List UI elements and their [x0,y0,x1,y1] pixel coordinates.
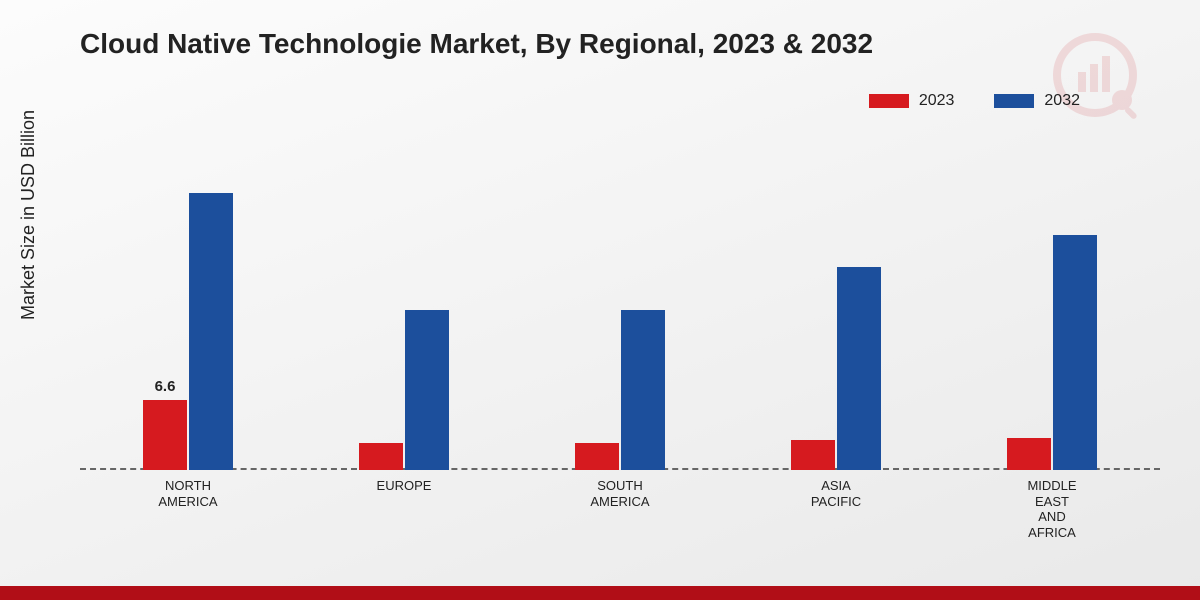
chart-page: { "title": "Cloud Native Technologie Mar… [0,0,1200,600]
category-label-1: EUROPE [324,478,484,494]
legend-swatch-2032 [994,94,1034,108]
category-label-0: NORTH AMERICA [108,478,268,509]
category-label-3: ASIA PACIFIC [756,478,916,509]
legend-label-2032: 2032 [1044,92,1080,110]
bar-2023-0: 6.6 [143,400,187,470]
legend: 2023 2032 [869,92,1080,110]
legend-item-2032: 2032 [994,92,1080,110]
legend-swatch-2023 [869,94,909,108]
chart-title: Cloud Native Technologie Market, By Regi… [80,28,873,60]
bar-2032-3 [837,267,881,470]
category-label-2: SOUTH AMERICA [540,478,700,509]
bar-group-0: 6.6 [108,193,268,470]
bar-2023-3 [791,440,835,470]
y-axis-label: Market Size in USD Billion [18,110,39,320]
bar-2023-4 [1007,438,1051,470]
bar-group-1 [324,310,484,470]
bar-group-2 [540,310,700,470]
legend-label-2023: 2023 [919,92,955,110]
bar-2032-4 [1053,235,1097,470]
bar-2032-1 [405,310,449,470]
bar-group-4 [972,235,1132,470]
bar-2032-0 [189,193,233,470]
bar-value-label-0: 6.6 [155,378,176,395]
category-label-4: MIDDLE EAST AND AFRICA [972,478,1132,540]
bar-2032-2 [621,310,665,470]
plot-area: 6.6 [80,150,1160,470]
footer-accent-bar [0,586,1200,600]
bar-group-3 [756,267,916,470]
bar-2023-2 [575,443,619,470]
bar-2023-1 [359,443,403,470]
legend-item-2023: 2023 [869,92,955,110]
